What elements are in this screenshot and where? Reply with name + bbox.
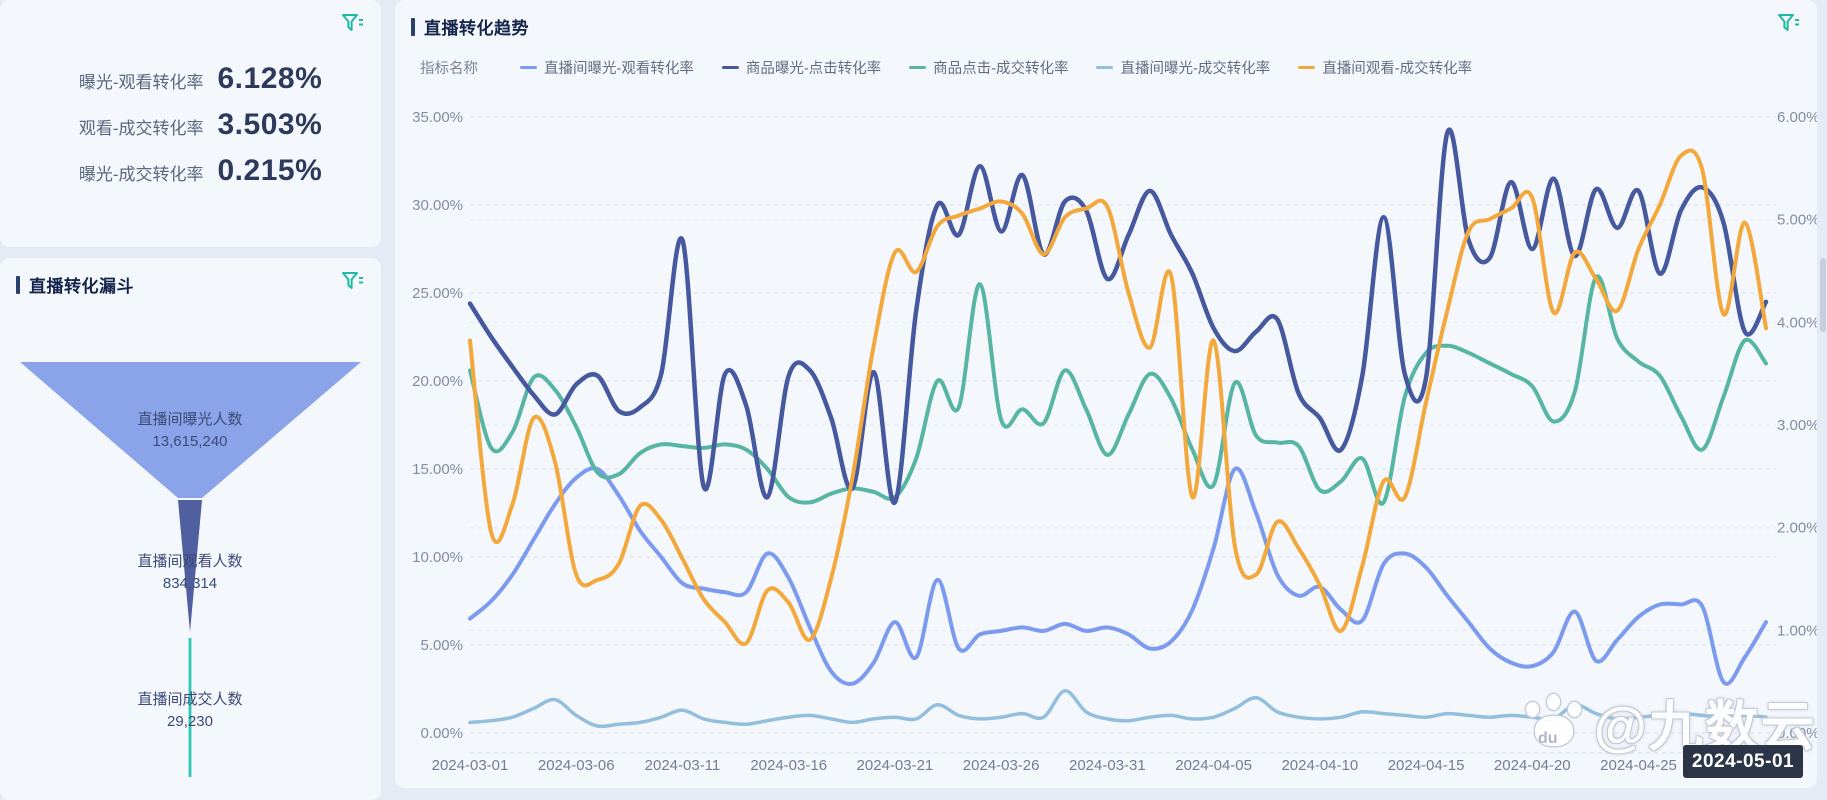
kpi-value: 6.128%: [217, 62, 323, 95]
funnel-stage-value: 834,314: [163, 575, 217, 592]
kpi-label: 观看-成交转化率: [78, 119, 204, 138]
filter-icon[interactable]: [1775, 10, 1801, 36]
kpi-row: 曝光-成交转化率 0.215%: [0, 154, 381, 188]
y-axis-left-tick: 25.00%: [412, 285, 463, 302]
x-axis-tick: 2024-03-26: [963, 757, 1040, 774]
y-axis-right-tick: 4.00%: [1777, 314, 1817, 331]
x-axis-tick: 2024-03-01: [432, 757, 509, 774]
filter-icon[interactable]: [339, 268, 365, 294]
funnel-stage-deal[interactable]: [188, 638, 192, 777]
legend-item-exposure-view[interactable]: 直播间曝光-观看转化率: [520, 57, 694, 78]
funnel-stage-label: 直播间成交人数: [137, 690, 242, 708]
title-accent-bar: [16, 275, 20, 294]
legend-title: 指标名称: [420, 61, 478, 77]
scrollbar-thumb[interactable]: [1820, 258, 1826, 332]
y-axis-right-tick: 5.00%: [1777, 212, 1817, 229]
filter-icon[interactable]: [339, 10, 365, 36]
x-axis-tick: 2024-03-16: [750, 757, 827, 774]
funnel-stage-view[interactable]: [178, 500, 202, 632]
legend-item-view-deal[interactable]: 直播间观看-成交转化率: [1298, 57, 1472, 78]
funnel-card-header: 直播转化漏斗: [16, 272, 134, 297]
trend-chart-card: 直播转化趋势 指标名称 直播间曝光-观看转化率 商品曝光-点击转化率 商品点击-…: [395, 0, 1817, 788]
funnel-card: 直播转化漏斗 直播间曝光人数 13,615,240 直播间观看人数 834,31…: [0, 258, 381, 800]
title-accent-bar: [411, 17, 415, 36]
chart-legend: 指标名称 直播间曝光-观看转化率 商品曝光-点击转化率 商品点击-成交转化率 直…: [420, 57, 1472, 78]
legend-line-swatch: [721, 66, 739, 69]
y-axis-right-tick: 0.00%: [1777, 725, 1817, 742]
x-axis-tick: 2024-03-31: [1069, 757, 1146, 774]
funnel-stage-value: 13,615,240: [152, 433, 227, 450]
x-axis-tick: 2024-04-15: [1388, 757, 1465, 774]
funnel-stage-value: 29,230: [167, 713, 213, 730]
y-axis-left-tick: 20.00%: [412, 373, 463, 390]
x-axis-tick: 2024-04-10: [1281, 757, 1358, 774]
funnel-filter-icon: [1778, 14, 1799, 31]
funnel-stage-exposure[interactable]: [20, 362, 361, 498]
legend-line-swatch: [520, 66, 537, 69]
series-line-2[interactable]: [468, 274, 1768, 506]
series-line-0[interactable]: [468, 466, 1768, 686]
legend-item-exposure-deal[interactable]: 直播间曝光-成交转化率: [1096, 57, 1270, 78]
trend-card-title: 直播转化趋势: [424, 19, 529, 38]
legend-line-swatch: [1096, 66, 1114, 69]
y-axis-left-tick: 5.00%: [420, 637, 463, 654]
x-axis-tick: 2024-03-21: [857, 757, 934, 774]
kpi-label: 曝光-成交转化率: [78, 165, 204, 184]
kpi-rows: 曝光-观看转化率 6.128% 观看-成交转化率 3.503% 曝光-成交转化率…: [0, 0, 381, 188]
x-axis-tick: 2024-04-25: [1600, 757, 1677, 774]
y-axis-left-tick: 10.00%: [412, 549, 463, 566]
kpi-row: 曝光-观看转化率 6.128%: [0, 62, 381, 96]
series-line-1[interactable]: [467, 127, 1769, 505]
legend-item-product-exposure-click[interactable]: 商品曝光-点击转化率: [721, 57, 881, 78]
series-line-3[interactable]: [468, 689, 1768, 729]
y-axis-right-tick: 2.00%: [1777, 520, 1817, 537]
y-axis-left-tick: 30.00%: [412, 197, 463, 214]
x-axis-tick: 2024-03-06: [538, 757, 615, 774]
kpi-row: 观看-成交转化率 3.503%: [0, 108, 381, 142]
funnel-filter-icon: [342, 14, 363, 31]
y-axis-left-tick: 35.00%: [412, 109, 463, 126]
funnel-stage-label: 直播间观看人数: [137, 553, 242, 570]
y-axis-right-tick: 1.00%: [1777, 622, 1817, 639]
kpi-card: 曝光-观看转化率 6.128% 观看-成交转化率 3.503% 曝光-成交转化率…: [0, 0, 381, 247]
funnel-card-title: 直播转化漏斗: [29, 277, 134, 296]
legend-item-click-deal[interactable]: 商品点击-成交转化率: [909, 57, 1068, 78]
legend-line-swatch: [909, 66, 927, 69]
legend-line-swatch: [1298, 66, 1316, 69]
trend-card-header: 直播转化趋势: [411, 14, 529, 39]
funnel-filter-icon: [342, 272, 363, 289]
y-axis-left-tick: 15.00%: [412, 461, 463, 478]
y-axis-right-tick: 6.00%: [1777, 109, 1817, 126]
axis-pointer-date-badge: 2024-05-01: [1683, 745, 1803, 778]
trend-line-chart[interactable]: 6.00% 5.00% 4.00% 3.00% 2.00% 1.00% 0.00% 35.00…: [395, 0, 1817, 788]
kpi-value: 0.215%: [217, 154, 323, 187]
y-axis-right-tick: 3.00%: [1777, 417, 1817, 434]
kpi-label: 曝光-观看转化率: [78, 73, 204, 92]
series-line-4[interactable]: [468, 148, 1768, 647]
x-axis-tick: 2024-04-05: [1175, 757, 1252, 774]
x-axis-tick: 2024-04-20: [1494, 757, 1571, 774]
x-axis-tick: 2024-03-11: [645, 757, 721, 774]
funnel-chart: 直播间曝光人数 13,615,240 直播间观看人数 834,314 直播间成交…: [20, 362, 361, 777]
kpi-value: 3.503%: [217, 108, 323, 141]
y-axis-left-tick: 0.00%: [420, 725, 463, 742]
funnel-stage-label: 直播间曝光人数: [137, 411, 242, 428]
